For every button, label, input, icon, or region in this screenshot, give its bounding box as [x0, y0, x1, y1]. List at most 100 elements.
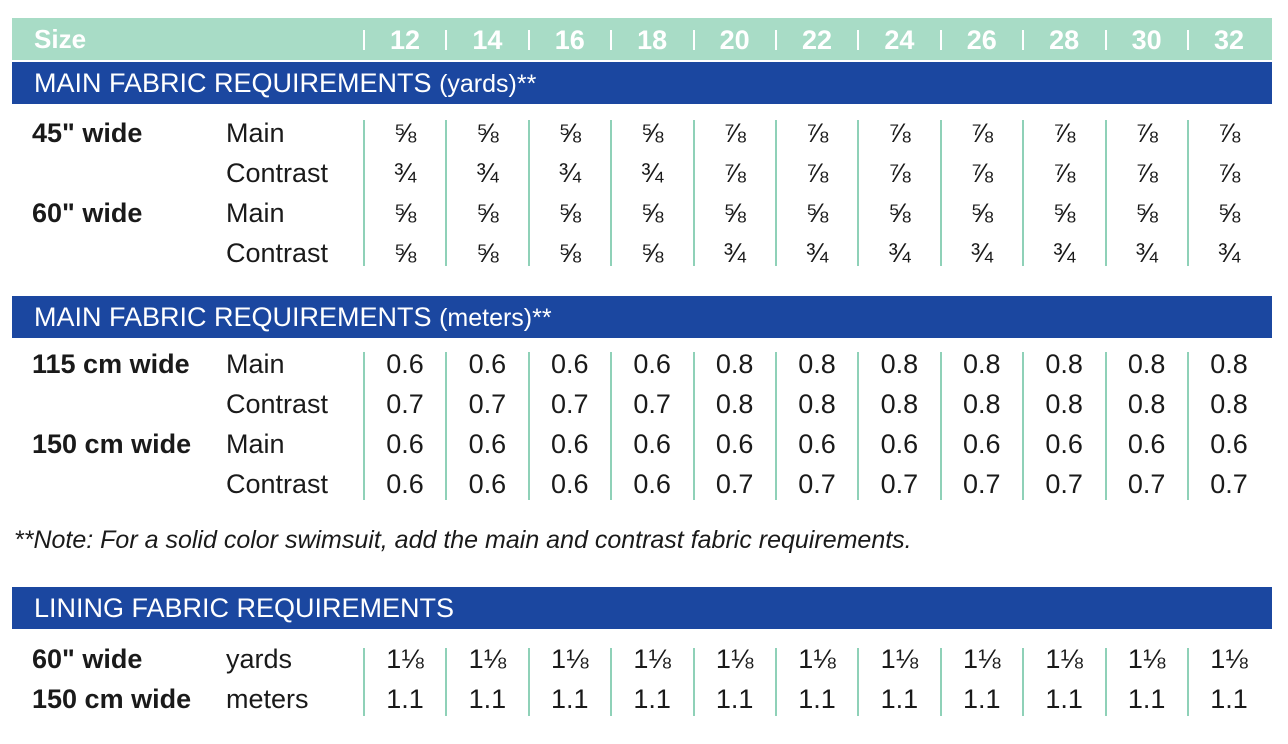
yards-cell: ⅝ — [723, 198, 746, 228]
meters-cell: 0.8 — [1045, 389, 1083, 419]
lining-cell: 1⅛ — [880, 644, 919, 674]
yards-section-unit: (yards)** — [439, 70, 537, 98]
yards-cell: ⅞ — [888, 118, 911, 148]
meters-cell: 0.6 — [798, 429, 836, 459]
meters-cell: 0.8 — [715, 389, 754, 419]
meters-cell: 0.8 — [1127, 349, 1166, 379]
size-32: 32 — [1213, 25, 1245, 55]
lining-cell: 1.1 — [963, 684, 1001, 714]
yards-cell: ⅝ — [393, 198, 417, 228]
lining-cell: 1⅛ — [963, 644, 1001, 674]
lining-column-divider — [445, 648, 448, 716]
meters-column-divider — [775, 352, 777, 500]
yards-cell: ⅞ — [1135, 118, 1158, 148]
size-12: 12 — [389, 25, 421, 55]
lining-column-divider — [363, 648, 365, 716]
yards-column-divider — [445, 120, 448, 266]
meters-cell: 0.6 — [551, 429, 589, 459]
lining-cell: 1.1 — [798, 684, 836, 714]
meters-row-type-label: Contrast — [226, 469, 329, 499]
yards-cell: ⅝ — [640, 118, 664, 148]
yards-cell: ⅞ — [723, 158, 746, 188]
yards-row-width-label: 45" wide — [32, 118, 143, 148]
size-separator — [445, 30, 448, 50]
meters-cell: 0.6 — [551, 349, 589, 379]
yards-cell: ¾ — [640, 158, 664, 188]
lining-column-divider — [939, 648, 942, 716]
yards-cell: ¾ — [1135, 238, 1158, 268]
yards-cell: ¾ — [476, 158, 499, 188]
yards-cell: ⅞ — [1217, 118, 1241, 148]
meters-column-divider — [857, 352, 860, 500]
meters-row-width-label: 115 cm wide — [32, 349, 190, 379]
meters-cell: 0.8 — [880, 389, 919, 419]
lining-cell: 1⅛ — [551, 644, 589, 674]
lining-column-divider — [1022, 648, 1025, 716]
lining-cell: 1⅛ — [798, 644, 836, 674]
lining-column-divider — [775, 648, 777, 716]
meters-cell: 0.7 — [386, 389, 424, 419]
yards-column-divider — [1187, 120, 1189, 266]
meters-cell: 0.6 — [1210, 429, 1248, 459]
meters-section-title-wrap: MAIN FABRIC REQUIREMENTS (meters)** — [34, 296, 552, 339]
yards-cell: ⅝ — [1052, 198, 1076, 228]
meters-cell: 0.6 — [468, 469, 507, 499]
meters-cell: 0.7 — [715, 469, 754, 499]
lining-section-title: LINING FABRIC REQUIREMENTS — [34, 593, 455, 623]
yards-cell: ⅞ — [1135, 158, 1158, 188]
yards-row-width-label: 60" wide — [32, 198, 143, 228]
meters-cell: 0.6 — [633, 469, 671, 499]
meters-row-type-label: Main — [226, 349, 285, 379]
meters-column-divider — [1104, 352, 1107, 500]
size-26: 26 — [966, 25, 997, 55]
meters-cell: 0.8 — [798, 349, 836, 379]
lining-column-divider — [1104, 648, 1107, 716]
meters-cell: 0.6 — [386, 429, 424, 459]
meters-cell: 0.7 — [880, 469, 919, 499]
meters-section-band: MAIN FABRIC REQUIREMENTS (meters)** — [12, 296, 1272, 338]
yards-column-divider — [363, 120, 365, 266]
lining-cell: 1.1 — [633, 684, 671, 714]
yards-row-type-label: Contrast — [226, 158, 329, 188]
yards-cell: ⅝ — [393, 118, 417, 148]
size-18: 18 — [637, 25, 668, 55]
size-30: 30 — [1131, 25, 1162, 55]
yards-column-divider — [610, 120, 613, 266]
yards-cell: ⅝ — [558, 118, 582, 148]
yards-column-divider — [692, 120, 695, 266]
meters-cell: 0.6 — [880, 429, 919, 459]
meters-cell: 0.6 — [1127, 429, 1166, 459]
lining-column-divider — [610, 648, 613, 716]
yards-cell: ⅝ — [476, 238, 499, 268]
meters-cell: 0.6 — [633, 429, 671, 459]
yards-section-band: MAIN FABRIC REQUIREMENTS (yards)** — [12, 62, 1272, 104]
yards-cell: ⅝ — [558, 238, 582, 268]
lining-cell: 1⅛ — [468, 644, 507, 674]
size-14: 14 — [472, 25, 503, 55]
yards-cell: ⅝ — [640, 198, 664, 228]
yards-cell: ¾ — [1217, 238, 1241, 268]
size-24: 24 — [884, 25, 915, 55]
meters-cell: 0.8 — [715, 349, 754, 379]
lining-column-divider — [692, 648, 695, 716]
meters-cell: 0.7 — [798, 469, 836, 499]
lining-cell: 1.1 — [468, 684, 507, 714]
yards-row-type-label: Main — [226, 198, 285, 228]
yards-cell: ⅞ — [1217, 158, 1241, 188]
size-separator — [1022, 30, 1025, 50]
meters-row-width-label: 150 cm wide — [32, 429, 192, 459]
yards-section-title-wrap: MAIN FABRIC REQUIREMENTS (yards)** — [34, 62, 536, 105]
meters-column-divider — [939, 352, 942, 500]
solid-color-note: **Note: For a solid color swimsuit, add … — [14, 526, 912, 554]
meters-column-divider — [363, 352, 365, 500]
size-separator — [939, 30, 942, 50]
lining-row-width-label: 150 cm wide — [32, 684, 192, 714]
yards-column-divider — [1022, 120, 1025, 266]
yards-cell: ⅝ — [1135, 198, 1158, 228]
meters-cell: 0.8 — [963, 389, 1001, 419]
lining-cell: 1.1 — [551, 684, 589, 714]
meters-cell: 0.7 — [1127, 469, 1166, 499]
yards-cell: ⅝ — [805, 198, 829, 228]
yards-cell: ¾ — [558, 158, 582, 188]
size-label: Size — [34, 24, 87, 54]
